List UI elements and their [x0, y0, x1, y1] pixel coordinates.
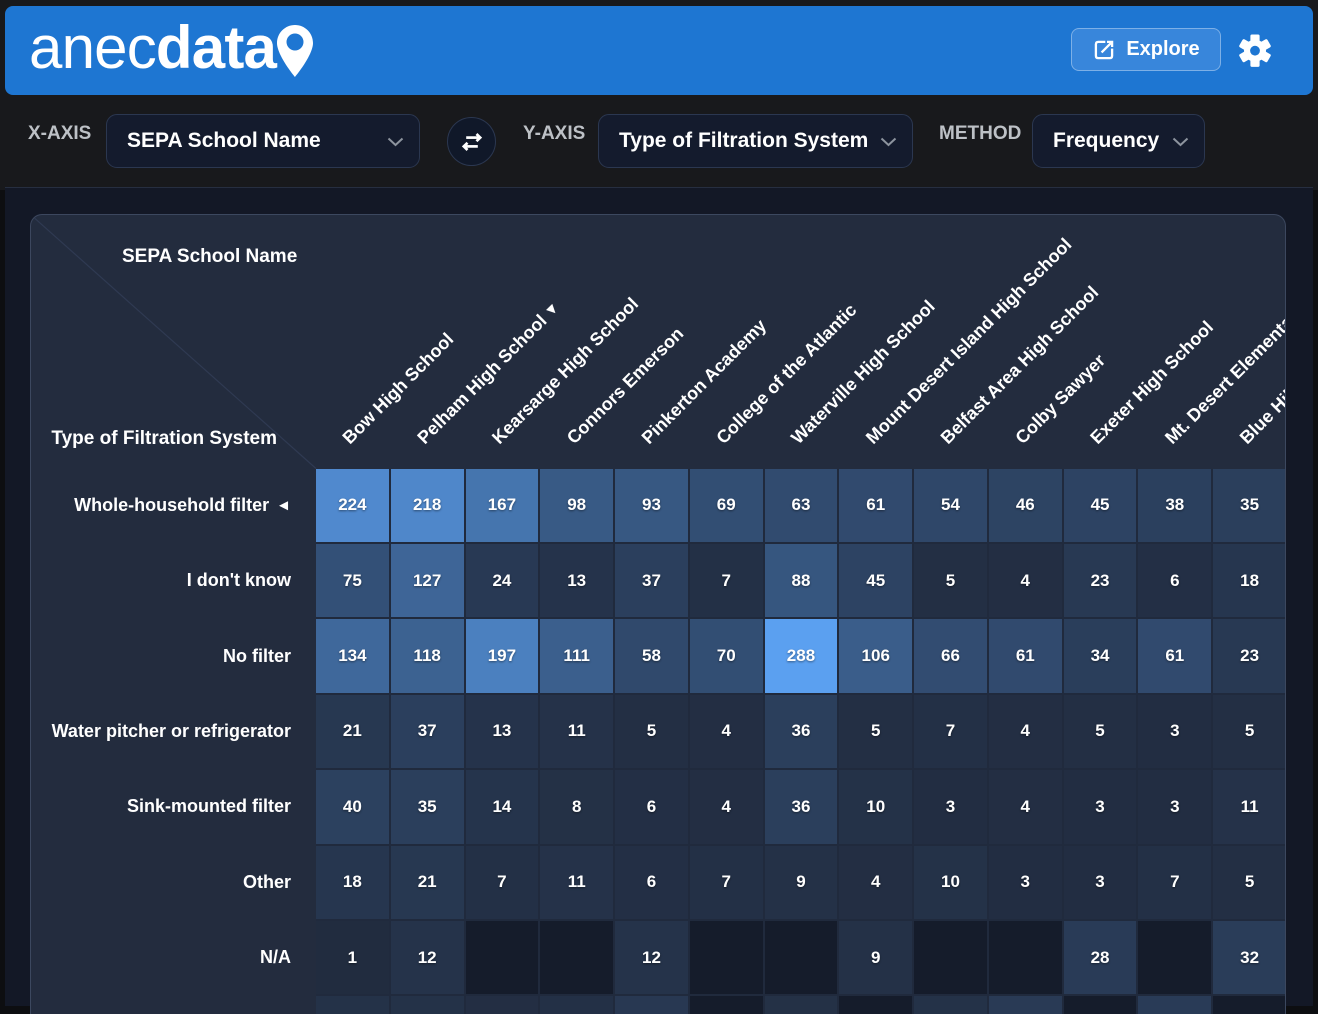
svg-text:Exeter High School: Exeter High School — [1086, 317, 1217, 448]
svg-text:Pinkerton Academy: Pinkerton Academy — [638, 315, 771, 448]
svg-text:Kearsarge High School: Kearsarge High School — [488, 294, 642, 448]
svg-text:Belfast Area High School: Belfast Area High School — [937, 282, 1103, 448]
svg-text:Waterville High School: Waterville High School — [787, 296, 939, 448]
svg-text:College of the Atlantic: College of the Atlantic — [712, 300, 860, 448]
svg-text:Pelham High School ▼: Pelham High School ▼ — [413, 297, 564, 448]
